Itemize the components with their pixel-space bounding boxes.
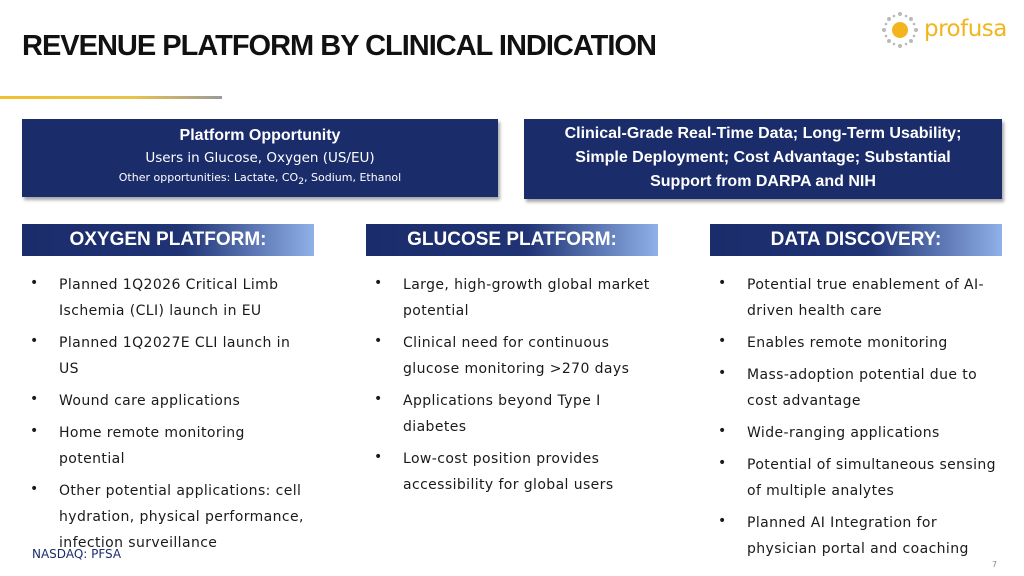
box-line: Users in Glucose, Oxygen (US/EU) xyxy=(145,150,375,166)
column: Potential true enablement of AI-driven h… xyxy=(710,270,1002,568)
bullet: Planned 1Q2026 Critical Limb Ischemia (C… xyxy=(22,270,314,324)
page-number: 7 xyxy=(992,560,998,569)
column-heading: GLUCOSE PLATFORM: xyxy=(366,224,658,256)
bullet: Low-cost position provides accessibility… xyxy=(366,444,658,498)
column: Large, high-growth global market potenti… xyxy=(366,270,658,504)
ticker: NASDAQ: PFSA xyxy=(32,547,122,561)
bullet: Wide-ranging applications xyxy=(710,418,1002,446)
logo: profusa xyxy=(880,10,1010,54)
bullet: Potential of simultaneous sensing of mul… xyxy=(710,450,1002,504)
bullet: Wound care applications xyxy=(22,386,314,414)
bullet: Planned AI Integration for physician por… xyxy=(710,508,1002,562)
bullet: Large, high-growth global market potenti… xyxy=(366,270,658,324)
box-line: Other opportunities: Lactate, CO2, Sodiu… xyxy=(22,171,498,187)
opportunity-box: Platform Opportunity Users in Glucose, O… xyxy=(22,119,498,197)
title-rule xyxy=(0,96,222,99)
bullet-list: Potential true enablement of AI-driven h… xyxy=(710,270,1002,562)
column-heading: DATA DISCOVERY: xyxy=(710,224,1002,256)
advantages-box: Clinical-Grade Real-Time Data; Long-Term… xyxy=(524,119,1002,199)
text: , Sodium, Ethanol xyxy=(304,171,402,184)
column-heading: OXYGEN PLATFORM: xyxy=(22,224,314,256)
bullet: Mass-adoption potential due to cost adva… xyxy=(710,360,1002,414)
bullet-list: Planned 1Q2026 Critical Limb Ischemia (C… xyxy=(22,270,314,556)
subscript: 2 xyxy=(298,176,305,188)
bullet: Potential true enablement of AI-driven h… xyxy=(710,270,1002,324)
bullet: Enables remote monitoring xyxy=(710,328,1002,356)
box-text: Clinical-Grade Real-Time Data; Long-Term… xyxy=(564,125,962,190)
bullet: Clinical need for continuous glucose mon… xyxy=(366,328,658,382)
logo-mark xyxy=(882,12,918,48)
bullet-list: Large, high-growth global market potenti… xyxy=(366,270,658,498)
bullet: Home remote monitoring potential xyxy=(22,418,314,472)
text: Other opportunities: Lactate, CO xyxy=(118,171,299,184)
bullet: Planned 1Q2027E CLI launch in US xyxy=(22,328,314,382)
bullet: Other potential applications: cell hydra… xyxy=(22,476,314,556)
column: Planned 1Q2026 Critical Limb Ischemia (C… xyxy=(22,270,314,562)
box-title: Platform Opportunity xyxy=(179,127,341,144)
slide-title: REVENUE PLATFORM BY CLINICAL INDICATION xyxy=(22,30,657,62)
bullet: Applications beyond Type I diabetes xyxy=(366,386,658,440)
logo-text: profusa xyxy=(924,16,1007,42)
